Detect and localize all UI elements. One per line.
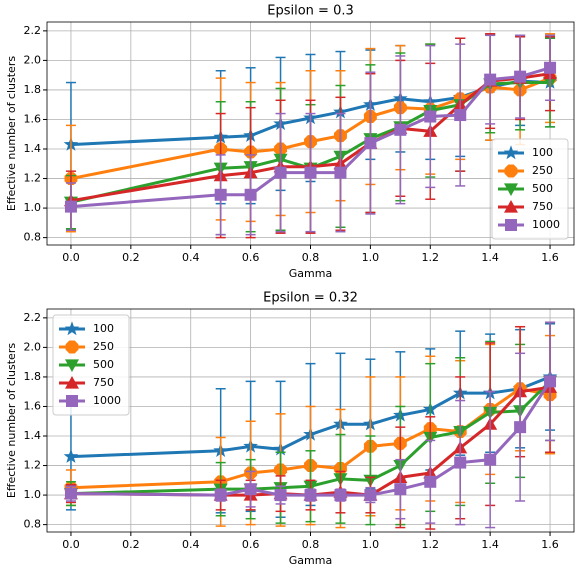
x-tick-label: 0.8 [302, 538, 320, 551]
y-tick-label: 1.0 [24, 488, 42, 501]
marker [65, 359, 79, 372]
x-tick-label: 1.4 [481, 538, 499, 551]
y-axis-label: Effective number of clusters [5, 56, 18, 211]
marker [334, 489, 347, 502]
chart-title: Epsilon = 0.3 [267, 4, 354, 19]
x-tick-label: 0.2 [122, 251, 140, 264]
y-tick-label: 1.4 [24, 142, 42, 155]
marker [514, 421, 527, 434]
legend-label: 750 [93, 376, 114, 389]
x-tick-label: 1.0 [362, 251, 380, 264]
subplot: Epsilon = 0.3 Gamma Effective number of cl… [5, 4, 575, 280]
marker [334, 166, 347, 179]
y-tick-label: 2.2 [24, 311, 42, 324]
x-tick-label: 1.0 [362, 538, 380, 551]
y-axis-label: Effective number of clusters [5, 343, 18, 498]
marker [454, 456, 467, 469]
y-tick-label: 1.0 [24, 201, 42, 214]
marker [424, 475, 437, 488]
marker [544, 375, 557, 388]
marker [64, 200, 77, 213]
y-tick-label: 1.2 [24, 172, 42, 185]
plot-frame [46, 21, 575, 246]
y-tick-label: 1.4 [24, 429, 42, 442]
x-tick-label: 1.4 [481, 251, 499, 264]
marker [214, 489, 227, 502]
marker [514, 70, 527, 83]
marker [65, 376, 79, 389]
y-tick-label: 1.2 [24, 459, 42, 472]
legend-label: 100 [93, 322, 114, 335]
marker [504, 183, 518, 196]
legend-label: 1000 [93, 394, 121, 407]
legend-label: 100 [532, 146, 553, 159]
y-tick-label: 1.8 [24, 83, 42, 96]
marker [394, 483, 407, 496]
legend-label: 250 [532, 164, 553, 177]
marker [504, 164, 518, 178]
x-tick-label: 0.4 [182, 251, 200, 264]
legend-label: 500 [93, 358, 114, 371]
marker [364, 489, 377, 502]
legend: 100 250 500 750 1000 [52, 314, 130, 416]
marker [505, 219, 517, 231]
legend-box [491, 138, 569, 240]
marker [64, 487, 77, 500]
x-tick-label: 1.2 [422, 538, 440, 551]
y-tick-label: 2.2 [24, 24, 42, 37]
y-tick-label: 2.0 [24, 340, 42, 353]
marker [484, 453, 497, 466]
x-tick-label: 0.2 [122, 538, 140, 551]
marker [66, 395, 78, 407]
marker [424, 110, 437, 123]
marker [484, 73, 497, 86]
x-tick-label: 0.8 [302, 251, 320, 264]
marker [244, 483, 257, 496]
marker [63, 448, 79, 463]
x-tick-label: 0.0 [62, 251, 80, 264]
x-tick-label: 0.4 [182, 538, 200, 551]
x-tick-label: 0.6 [242, 538, 260, 551]
plot-frame [46, 308, 575, 533]
legend-box [52, 314, 130, 416]
x-tick-label: 0.0 [62, 538, 80, 551]
marker [364, 137, 377, 150]
y-tick-label: 0.8 [24, 518, 42, 531]
x-tick-label: 1.6 [541, 251, 559, 264]
marker [394, 123, 407, 136]
legend-label: 500 [532, 182, 553, 195]
marker [64, 321, 80, 336]
marker [304, 489, 317, 502]
marker [454, 109, 467, 122]
marker [244, 188, 257, 201]
legend: 100 250 500 750 1000 [491, 138, 569, 240]
marker [304, 166, 317, 179]
y-tick-label: 1.8 [24, 370, 42, 383]
legend-label: 1000 [532, 218, 560, 231]
marker [65, 340, 79, 354]
chart-title: Epsilon = 0.32 [263, 291, 358, 306]
subplot: Epsilon = 0.32 Gamma Effective number of c… [5, 291, 575, 567]
legend-label: 250 [93, 340, 114, 353]
y-tick-label: 2.0 [24, 53, 42, 66]
x-axis-label: Gamma [289, 554, 332, 567]
legend-label: 750 [532, 200, 553, 213]
x-axis-label: Gamma [289, 267, 332, 280]
x-tick-label: 0.6 [242, 251, 260, 264]
marker [544, 61, 557, 74]
y-tick-label: 1.6 [24, 399, 42, 412]
marker [503, 145, 519, 160]
marker [214, 188, 227, 201]
y-tick-label: 0.8 [24, 231, 42, 244]
marker [274, 166, 287, 179]
y-tick-label: 1.6 [24, 112, 42, 125]
marker [504, 200, 518, 213]
x-tick-label: 1.2 [422, 251, 440, 264]
marker [274, 489, 287, 502]
x-tick-label: 1.6 [541, 538, 559, 551]
